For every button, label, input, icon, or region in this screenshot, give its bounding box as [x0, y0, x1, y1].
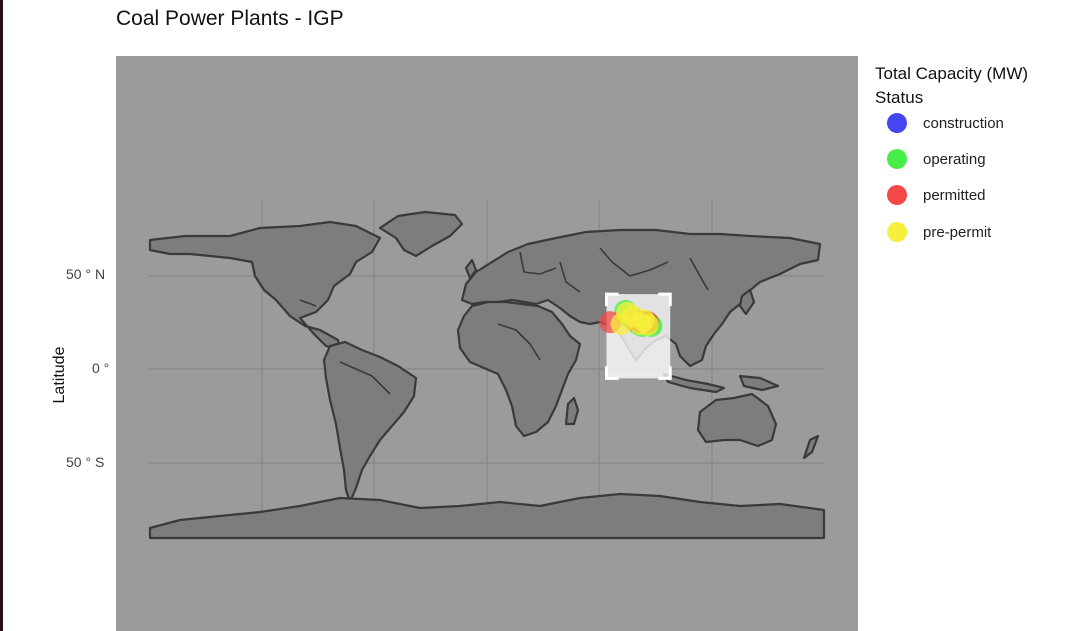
plant-markers — [599, 299, 663, 337]
y-axis-label: Latitude — [51, 346, 68, 404]
land-japan — [738, 288, 756, 316]
legend-swatch — [887, 185, 907, 205]
plant-marker-pre-permit[interactable] — [633, 309, 655, 332]
y-tick-label: 50 ° N — [66, 266, 106, 282]
land-new-guinea — [738, 374, 780, 392]
legend-label: operating — [923, 150, 986, 168]
legend-label: permitted — [923, 186, 986, 204]
legend-swatch — [887, 113, 907, 133]
legend-item-construction[interactable]: construction — [887, 112, 1004, 134]
land-africa — [456, 300, 582, 438]
land-madagascar — [564, 396, 580, 426]
land-south-america — [322, 340, 418, 504]
legend-title-capacity: Total Capacity (MW) — [875, 64, 1029, 83]
legend-title-status: Status — [875, 88, 924, 107]
y-tick-label: 50 ° S — [66, 454, 105, 470]
land-indonesia — [662, 372, 726, 394]
land-borders-hint — [299, 247, 709, 395]
legend-swatch — [887, 222, 907, 242]
y-tick-label: 0 ° — [92, 360, 110, 376]
land-antarctica — [148, 492, 826, 540]
legend-item-operating[interactable]: operating — [887, 148, 986, 170]
land-north-america — [148, 220, 382, 352]
legend-swatch — [887, 149, 907, 169]
legend-label: pre-permit — [923, 223, 992, 241]
land-australia — [696, 392, 778, 448]
legend-item-pre-permit[interactable]: pre-permit — [887, 221, 991, 243]
legend-label: construction — [923, 114, 1004, 132]
legend: Total Capacity (MW) Status construction … — [875, 62, 1029, 242]
land-uk — [464, 258, 478, 280]
window-edge — [0, 0, 3, 631]
legend-item-permitted[interactable]: permitted — [887, 184, 986, 206]
chart-title: Coal Power Plants - IGP — [116, 7, 344, 30]
land-greenland — [378, 210, 464, 258]
land-new-zealand — [802, 434, 820, 460]
world-land — [148, 210, 826, 540]
